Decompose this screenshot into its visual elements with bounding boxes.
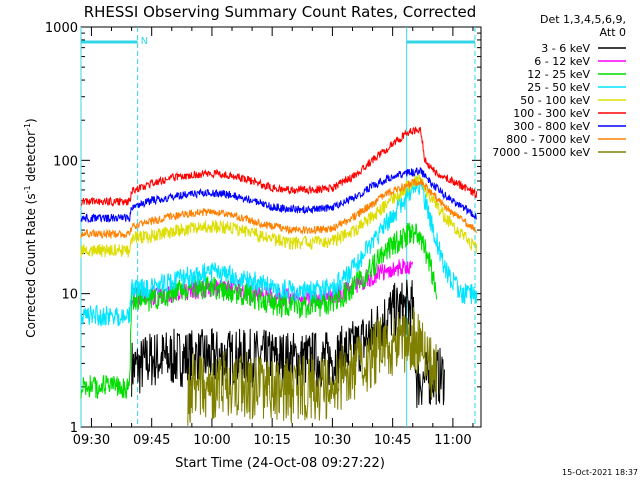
y-tick-label: 10 — [61, 288, 78, 303]
y-tick-label: 1000 — [45, 21, 78, 36]
legend-entry-label: 6 - 12 keV — [534, 55, 590, 68]
series-line — [131, 279, 445, 408]
y-axis-label-end: ) — [24, 118, 38, 123]
x-tick-label: 09:30 — [73, 433, 110, 448]
y-axis-label-main: Corrected Count Rate (s — [24, 193, 38, 337]
chart-title: RHESSI Observing Summary Count Rates, Co… — [84, 3, 477, 21]
legend-entry-label: 300 - 800 keV — [513, 120, 590, 133]
plot-area: 1 10 100 1000 09:30 09:45 10:00 10:15 10:30 10:45… — [45, 21, 626, 448]
y-axis-label-sup2: -1 — [23, 123, 32, 131]
y-axis-label: Corrected Count Rate (s-1 detector-1) — [23, 118, 38, 337]
legend-entry-label: 25 - 50 keV — [527, 81, 590, 94]
y-axis-label-mid: detector — [24, 131, 38, 186]
legend-entry-label: 50 - 100 keV — [520, 94, 590, 107]
x-tick-label: 09:45 — [133, 433, 170, 448]
series-line — [80, 176, 478, 240]
series-line — [187, 307, 437, 426]
x-tick-label: 11:00 — [434, 433, 471, 448]
x-tick-label: 10:30 — [314, 433, 351, 448]
legend-header-2: Att 0 — [600, 26, 626, 39]
x-axis-label: Start Time (24-Oct-08 09:27:22) — [175, 456, 385, 471]
legend-entry-label: 100 - 300 keV — [513, 107, 590, 120]
y-tick-label: 100 — [53, 154, 78, 169]
x-tick-label: 10:45 — [374, 433, 411, 448]
legend-header-1: Det 1,3,4,5,6,9, — [540, 13, 626, 26]
y-tick-label: 1 — [70, 421, 78, 436]
series-line — [80, 176, 478, 327]
legend-entry-label: 7000 - 15000 keV — [492, 146, 590, 159]
legend-entry-label: 3 - 6 keV — [541, 42, 590, 55]
y-axis-label-sup1: -1 — [23, 185, 32, 193]
interval-bar-label: N — [141, 36, 148, 47]
series-line — [80, 126, 478, 207]
x-tick-label: 10:15 — [253, 433, 290, 448]
legend-entry-label: 12 - 25 keV — [527, 68, 590, 81]
x-tick-label: 10:00 — [193, 433, 230, 448]
legend-entry-label: 800 - 7000 keV — [506, 133, 590, 146]
timestamp: 15-Oct-2021 18:37 — [562, 468, 638, 477]
series-line — [80, 167, 478, 224]
series-line — [80, 222, 438, 399]
